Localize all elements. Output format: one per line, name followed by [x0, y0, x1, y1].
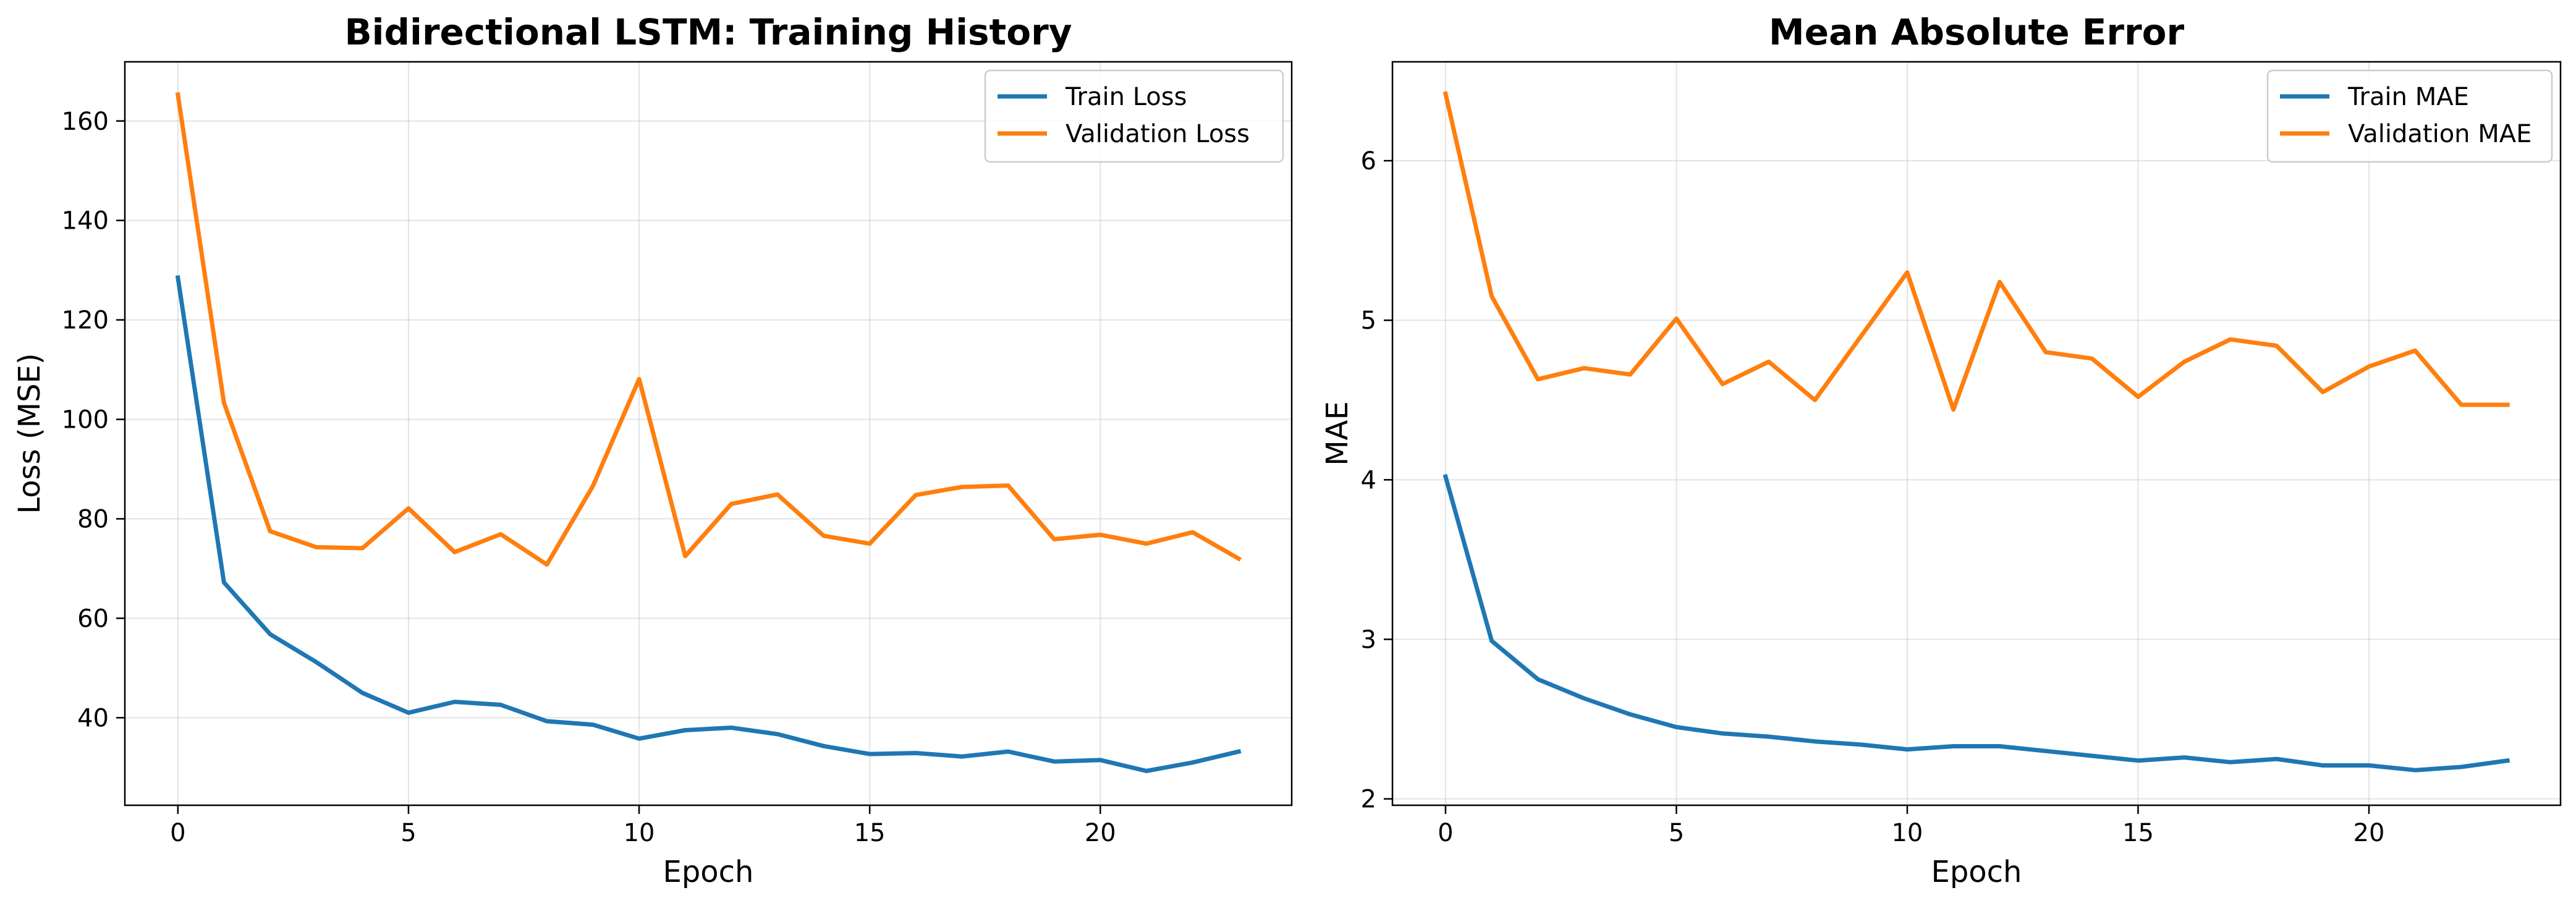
loss-x-tick-label: 5	[400, 819, 416, 847]
mae-x-axis-label: Epoch	[1931, 855, 2022, 889]
loss-y-tick-label: 40	[77, 704, 109, 732]
mae-chart: 0 5 10 15 20 2 3 4 5 6 Mean Absolute Error Epoch MAE…	[1320, 11, 2562, 889]
loss-axes-frame	[124, 61, 1293, 807]
mae-x-tick-label: 15	[2122, 819, 2154, 847]
loss-x-tick-label: 20	[1085, 819, 1116, 847]
loss-y-tick-label: 140	[62, 207, 109, 235]
mae-legend: Train MAE Validation MAE	[2266, 69, 2553, 163]
mae-series-line-0	[1443, 473, 2510, 773]
mae-y-tick-label: 2	[1361, 785, 1376, 814]
mae-legend-box	[2266, 69, 2553, 163]
loss-y-tick-label: 60	[77, 604, 109, 633]
mae-y-tick-label: 4	[1361, 466, 1376, 494]
loss-chart: 0 5 10 15 20 40 60 80 100 120 140 160 Bidirectional …	[12, 11, 1293, 889]
loss-y-tick-label: 160	[62, 108, 109, 136]
loss-y-axis-label: Loss (MSE)	[12, 353, 47, 514]
mae-x-tick-label: 5	[1669, 819, 1684, 847]
loss-x-tick-label: 15	[854, 819, 886, 847]
loss-chart-title: Bidirectional LSTM: Training History	[344, 11, 1072, 53]
loss-x-tick-label: 10	[624, 819, 655, 847]
mae-y-axis-label: MAE	[1320, 401, 1355, 466]
loss-series-line-1	[175, 92, 1242, 567]
loss-legend-label-0: Train Loss	[1065, 83, 1187, 111]
mae-y-tick-label: 5	[1361, 307, 1376, 335]
loss-y-tick-label: 120	[62, 307, 109, 335]
loss-legend-label-1: Validation Loss	[1066, 120, 1250, 148]
loss-y-tick-label: 100	[62, 406, 109, 434]
loss-legend-box	[984, 69, 1284, 163]
mae-series-line-1	[1443, 91, 2510, 412]
loss-x-tick-label: 0	[170, 819, 185, 847]
mae-x-tick-label: 10	[1891, 819, 1923, 847]
mae-axes-frame	[1391, 61, 2562, 807]
mae-x-tick-label: 20	[2354, 819, 2385, 847]
loss-x-axis-label: Epoch	[663, 855, 754, 889]
loss-legend: Train Loss Validation Loss	[984, 69, 1284, 163]
loss-series-line-0	[175, 275, 1242, 773]
mae-y-tick-label: 6	[1361, 147, 1376, 176]
loss-y-tick-label: 80	[77, 506, 109, 534]
mae-x-tick-label: 0	[1438, 819, 1453, 847]
mae-y-tick-label: 3	[1361, 626, 1376, 654]
mae-chart-title: Mean Absolute Error	[1769, 11, 2185, 53]
mae-legend-label-1: Validation MAE	[2348, 120, 2532, 148]
mae-legend-label-0: Train MAE	[2347, 83, 2469, 111]
